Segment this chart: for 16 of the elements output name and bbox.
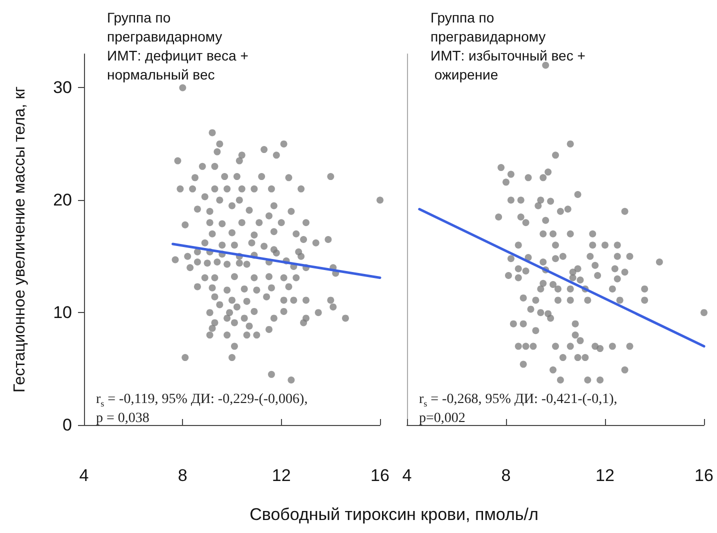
x-tick-label: 4 [79,466,89,485]
x-tick-label: 16 [694,466,714,485]
x-tick-label: 12 [272,466,291,485]
chart-title: Группа по прегравидарному ИМТ: дефицит веса + нормальный вес [107,10,252,82]
y-axis-title: Гестационное увеличение массы тела, кг [12,86,28,393]
y-tick-label: 10 [53,303,72,322]
y-tick-label: 30 [53,78,72,98]
y-tick-label: 0 [62,416,72,434]
x-tick-label: 4 [402,466,412,485]
x-tick-label: 8 [501,466,511,485]
chart-title: Группа по прегравидарному ИМТ: избыточный вес + ожирение [430,10,586,82]
x-axis-title: Свободный тироксин крови, пмоль/л [248,505,540,525]
x-tick-label: 8 [178,466,188,485]
y-tick-label: 20 [53,190,72,210]
x-tick-label: 12 [596,466,614,485]
x-tick-label: 16 [370,466,390,485]
